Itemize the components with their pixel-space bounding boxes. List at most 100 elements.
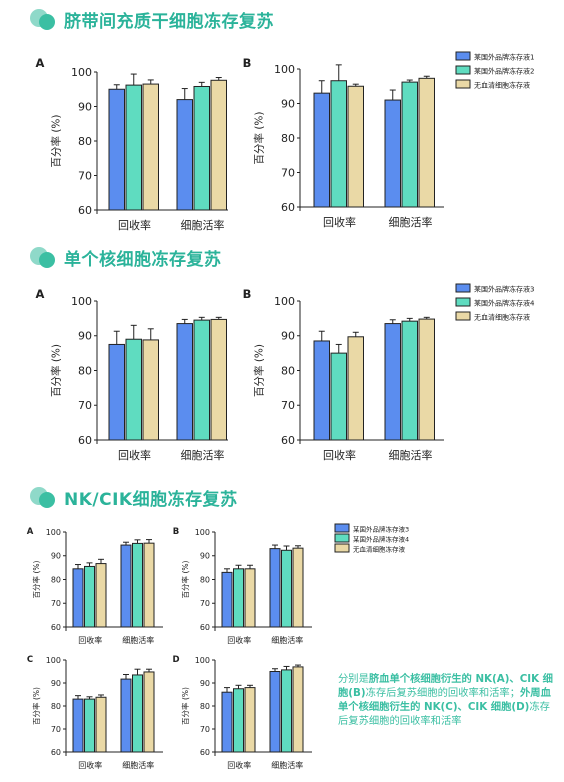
bar [418,318,435,441]
legend-label: 某国外品牌冻存液3 [353,525,409,534]
y-tick-label: 70 [200,599,210,608]
y-tick-label: 60 [51,623,61,632]
bar [384,99,401,208]
bar [132,542,143,628]
bar [125,84,142,211]
legend-swatch [334,543,350,553]
bar [233,568,244,628]
panel-label: B [243,287,252,301]
y-tick-label: 100 [195,528,210,537]
bar [269,548,281,628]
x-tick-label: 细胞活率 [181,218,225,232]
legend-swatch [334,533,350,543]
bar [176,323,193,441]
y-tick-label: 90 [281,330,295,343]
panel-label: B [243,56,252,70]
bar [384,323,401,441]
x-tick-label: 回收率 [227,635,251,645]
y-tick-label: 70 [51,599,61,608]
y-tick-label: 80 [281,364,295,377]
y-tick-label: 60 [281,434,295,447]
y-tick-label: 100 [274,63,295,76]
bar [401,81,418,208]
x-tick-label: 回收率 [118,218,151,232]
legend-label: 某国外品牌冻存液2 [474,67,534,76]
legend-swatch [455,283,471,293]
legend-swatch [455,51,471,61]
bar [330,80,347,208]
y-tick-label: 70 [281,166,295,179]
y-axis-title: 百分率 (%) [31,687,41,725]
y-tick-label: 90 [78,330,92,343]
legend-label: 无血清细胞冻存液 [474,313,530,322]
y-axis-title: 百分率 (%) [180,687,190,725]
legend-label: 某国外品牌冻存液1 [474,53,534,62]
y-tick-label: 90 [51,552,61,561]
y-tick-label: 60 [200,623,210,632]
caption-emphasis: 脐血单个核细胞衍生的 NK(A)、CIK 细胞(B) [338,673,553,699]
y-axis-title: 百分率 (%) [50,344,63,397]
x-tick-label: 细胞活率 [389,448,433,462]
y-axis-title: 百分率 (%) [253,111,266,164]
bar [313,92,330,208]
panel-label: D [172,655,179,665]
y-tick-label: 90 [200,679,210,688]
legend-swatch [455,65,471,75]
bar [210,318,227,441]
bar [120,678,132,753]
y-tick-label: 90 [51,679,61,688]
bar [125,338,142,441]
legend-label: 某国外品牌冻存液3 [474,285,534,294]
legend-swatch [455,297,471,307]
y-tick-label: 70 [78,399,92,412]
y-tick-label: 60 [78,434,92,447]
y-tick-label: 100 [274,295,295,308]
panel-label: C [27,655,33,665]
y-tick-label: 100 [71,66,92,79]
bar [313,340,330,441]
section-title: 单个核细胞冻存复苏 [64,249,222,270]
bar [330,352,347,441]
legend-label: 某国外品牌冻存液4 [353,535,409,544]
y-tick-label: 60 [78,204,92,217]
bar [72,568,84,628]
x-tick-label: 细胞活率 [181,448,225,462]
y-axis-title: 百分率 (%) [50,114,63,167]
y-tick-label: 100 [195,656,210,665]
bar [72,698,84,753]
y-tick-label: 80 [51,575,61,584]
x-tick-label: 细胞活率 [271,760,303,770]
section-header-1: 脐带间充质干细胞冻存复苏 [30,4,274,34]
bar [143,542,155,628]
x-tick-label: 回收率 [78,635,102,645]
bar [221,691,233,753]
caption-part: 冻存后复苏细胞的回收率和活率； [365,687,521,699]
y-tick-label: 80 [78,364,92,377]
x-tick-label: 细胞活率 [389,215,433,229]
bar [233,688,244,753]
y-tick-label: 80 [200,575,210,584]
x-tick-label: 细胞活率 [271,635,303,645]
bar [244,687,256,753]
section-title: 脐带间充质干细胞冻存复苏 [64,11,274,32]
caption-part: 冻存后复苏细胞的回收率和活率 [338,701,550,727]
x-tick-label: 回收率 [118,448,151,462]
x-tick-label: 细胞活率 [122,760,154,770]
bar [281,669,292,753]
x-tick-label: 回收率 [323,448,356,462]
legend-label: 无血清细胞冻存液 [353,545,406,554]
brand-logo-icon [30,7,58,31]
y-tick-label: 60 [200,748,210,757]
figure-caption: 分别是脐血单个核细胞衍生的 NK(A)、CIK 细胞(B)冻存后复苏细胞的回收率… [338,672,560,728]
bar [95,696,107,753]
caption-part: 分别是 [338,673,369,685]
bar [193,319,210,441]
y-tick-label: 80 [200,702,210,711]
y-tick-label: 80 [51,702,61,711]
caption-emphasis: 外周血单个核细胞衍生的 NK(C)、CIK 细胞(D) [338,687,551,713]
y-tick-label: 100 [71,295,92,308]
legend-swatch [455,79,471,89]
x-tick-label: 回收率 [78,760,102,770]
section-header-2: 单个核细胞冻存复苏 [30,242,222,272]
section-title: NK/CIK细胞冻存复苏 [64,489,238,510]
